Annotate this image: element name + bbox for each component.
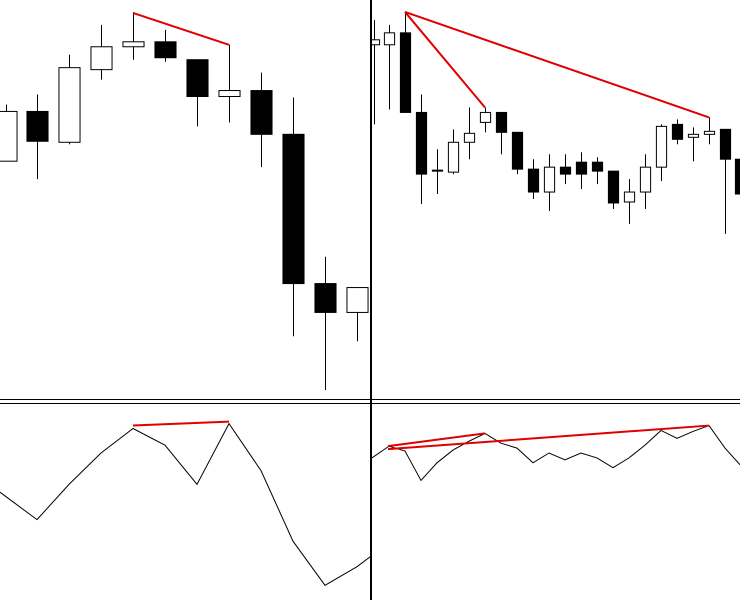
candle-body [26,110,49,142]
candle-body [399,32,412,113]
candle-body [479,111,492,123]
candle-body [431,169,444,172]
candle-body [511,131,524,170]
candle-body [671,123,684,140]
panel [0,420,370,586]
candle-body [591,161,604,172]
candle-body [719,128,732,160]
trend-line [387,424,710,451]
candle-body [703,130,716,135]
candle-body [218,90,241,98]
panel [0,11,369,391]
candle-body [559,166,572,175]
candle-body [623,191,636,203]
plot-area [372,424,740,482]
candle-body [463,132,476,143]
trend-line [132,420,230,427]
candle-body [495,111,508,133]
candle-body [282,133,305,285]
trend-line [404,11,486,109]
candle-body [415,111,428,175]
oscillator-line [372,424,740,482]
trend-line [132,11,230,46]
trend-line [387,432,486,448]
plot-area [0,420,370,586]
candle-body [575,161,588,175]
candle-body [314,283,337,313]
candle-body [372,39,381,46]
candle-body [346,287,369,313]
panel [372,424,740,482]
candle-body [734,158,740,195]
candle-body [607,170,620,204]
oscillator-line [0,422,370,586]
candle-body [687,133,700,138]
candle-body [122,41,145,48]
panel [372,10,740,234]
candle-body [639,166,652,193]
candle-body [543,166,556,193]
candle-body [250,90,273,135]
candle-body [90,46,113,71]
plot-area [372,10,740,234]
candle-body [655,125,668,168]
plot-area [0,11,369,391]
candle-body [447,141,460,173]
trend-line [404,10,710,119]
candle-body [154,41,177,59]
candle-body [58,67,81,143]
candle-body [186,59,209,98]
candle-body [0,110,18,162]
candle-body [383,32,396,46]
candle-body [527,168,540,193]
